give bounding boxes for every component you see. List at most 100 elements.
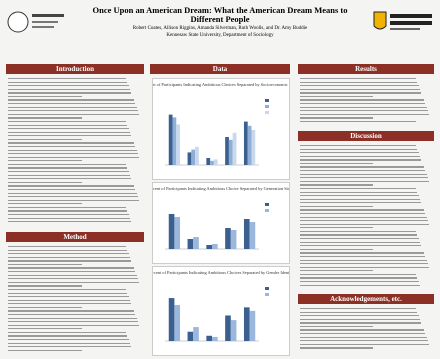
legend-swatch [265, 287, 269, 290]
chart-title: Percent of Participants Indicating Ambit… [152, 270, 290, 275]
section-header: Method [6, 232, 144, 242]
text-line [8, 260, 132, 262]
text-line [8, 310, 134, 312]
affiliation: Kennesaw State University, Department of… [166, 33, 274, 38]
text-line [300, 325, 373, 328]
text-line [300, 329, 425, 331]
text-line [8, 278, 138, 280]
logo-left [6, 8, 66, 38]
text-line [300, 220, 429, 222]
text-line [300, 322, 422, 324]
text-line [300, 223, 430, 225]
text-line [300, 99, 425, 101]
text-line [8, 342, 130, 344]
text-line [300, 238, 419, 240]
text-line [300, 255, 426, 258]
text-line [8, 256, 130, 258]
text-line [300, 343, 430, 345]
text-line [300, 230, 417, 233]
text-line [8, 288, 126, 291]
text-line [300, 315, 419, 317]
text-line [8, 303, 132, 305]
bar [191, 149, 196, 165]
text-line [8, 331, 126, 334]
text-line [8, 285, 82, 287]
bar [230, 320, 237, 341]
text-line [300, 245, 422, 247]
text-line [8, 203, 82, 205]
text-line [8, 131, 130, 133]
text-line [8, 181, 82, 183]
text-line [300, 198, 421, 200]
text-line [8, 299, 130, 301]
text-line [300, 145, 417, 147]
text-line [300, 148, 418, 150]
bar [213, 159, 218, 165]
text-line [300, 120, 417, 123]
bar [212, 336, 218, 341]
text-line [300, 117, 373, 119]
text-line [8, 117, 82, 119]
results-text [300, 78, 432, 128]
bar [176, 124, 181, 165]
text-line [300, 155, 421, 157]
text-line [300, 88, 421, 90]
text-line [8, 317, 137, 319]
section-header: Discussion [298, 131, 434, 141]
text-line [8, 188, 136, 191]
text-line [8, 120, 126, 123]
text-line [8, 321, 138, 323]
section-header: Acknowledgements, etc. [298, 294, 434, 304]
bar [187, 239, 194, 249]
legend-swatch [265, 105, 269, 108]
logo-right [372, 8, 434, 38]
text-line [8, 221, 132, 223]
method-text [8, 246, 142, 354]
text-line [8, 174, 130, 176]
text-line [300, 216, 427, 218]
ack-text [300, 308, 432, 354]
authors: Robert Coates, Allison Riggins, Amanda S… [132, 26, 308, 31]
text-line [8, 328, 82, 330]
legend-swatch [265, 209, 269, 212]
bar [232, 132, 237, 165]
bar-chart: Percent of Participants Indicating Ambit… [152, 266, 290, 356]
bar [210, 160, 214, 165]
text-line [300, 159, 422, 161]
text-line [300, 270, 373, 272]
text-line [8, 138, 82, 141]
bar [187, 152, 192, 165]
text-line [300, 81, 418, 83]
text-line [300, 318, 421, 320]
text-line [300, 209, 425, 211]
text-line [8, 271, 136, 273]
legend-swatch [265, 203, 269, 206]
text-line [8, 156, 140, 158]
bar [228, 139, 233, 165]
section-header: Results [298, 64, 434, 74]
text-line [300, 340, 429, 342]
text-line [300, 113, 430, 115]
legend-swatch [265, 111, 269, 114]
text-line [8, 160, 82, 162]
text-line [8, 145, 136, 148]
text-line [8, 324, 140, 326]
text-line [8, 213, 129, 216]
text-line [8, 163, 126, 166]
bar [230, 230, 237, 249]
bar [225, 315, 231, 341]
poster-title: Once Upon an American Dream: What the Am… [92, 5, 348, 24]
text-line [8, 185, 134, 187]
section-header: Introduction [6, 64, 144, 74]
text-line [300, 336, 427, 338]
text-line [8, 306, 82, 309]
text-line [300, 252, 425, 254]
text-line [8, 349, 82, 351]
bar [174, 305, 181, 341]
text-line [300, 110, 429, 112]
text-line [8, 192, 137, 194]
text-line [8, 249, 128, 251]
text-line [300, 241, 421, 243]
text-line [300, 170, 426, 172]
